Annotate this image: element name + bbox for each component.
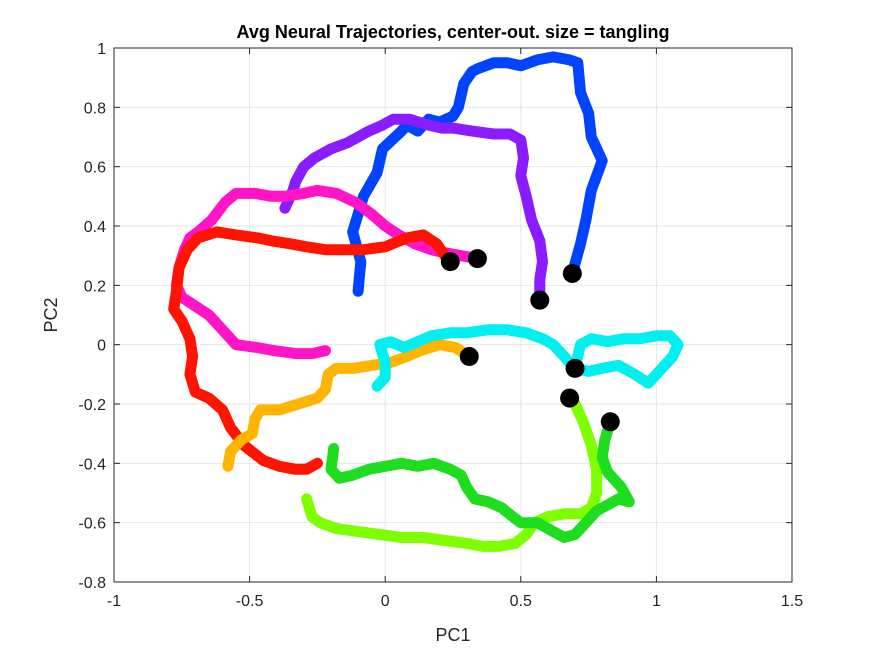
y-tick-label: 0.2	[84, 278, 106, 295]
end-marker-2	[467, 249, 487, 269]
end-markers	[440, 249, 620, 432]
chart-title: Avg Neural Trajectories, center-out. siz…	[237, 22, 670, 42]
x-tick-label: 0	[381, 593, 390, 610]
y-axis-ticks: -0.8 -0.6 -0.4 -0.2 0 0.2 0.4 0.6 0.8 1	[78, 41, 792, 592]
end-marker-0	[562, 263, 582, 283]
end-marker-5	[565, 358, 585, 378]
end-marker-4	[459, 347, 479, 367]
trajectory-line-6	[301, 392, 603, 552]
y-tick-label: -0.2	[78, 397, 106, 414]
x-tick-label: 1.5	[781, 593, 803, 610]
y-axis-label: PC2	[41, 297, 61, 332]
y-tick-label: 0	[97, 338, 106, 355]
plot-area	[114, 48, 792, 582]
y-tick-label: 0.4	[84, 219, 106, 236]
y-tick-label: 0.8	[84, 100, 106, 117]
y-tick-label: -0.8	[78, 575, 106, 592]
y-tick-label: 1	[97, 41, 106, 58]
y-tick-label: 0.6	[84, 160, 106, 177]
end-marker-3	[440, 252, 460, 272]
x-tick-label: 1	[652, 593, 661, 610]
x-axis-label: PC1	[435, 625, 470, 645]
trajectory-line-2	[170, 184, 483, 360]
end-marker-6	[560, 388, 580, 408]
trajectory-line-1	[279, 113, 548, 306]
end-marker-7	[600, 412, 620, 432]
x-axis-ticks: -1 -0.5 0 0.5 1 1.5	[107, 48, 803, 610]
trajectory-line-0	[347, 51, 608, 297]
x-tick-label: -0.5	[236, 593, 264, 610]
x-tick-label: 0.5	[510, 593, 532, 610]
trajectory-line-4	[222, 339, 475, 472]
x-tick-label: -1	[107, 593, 121, 610]
end-marker-1	[530, 290, 550, 310]
trajectory-line-7	[325, 416, 635, 543]
y-tick-label: -0.4	[78, 456, 106, 473]
axes-box	[113, 47, 793, 583]
y-tick-label: -0.6	[78, 516, 106, 533]
